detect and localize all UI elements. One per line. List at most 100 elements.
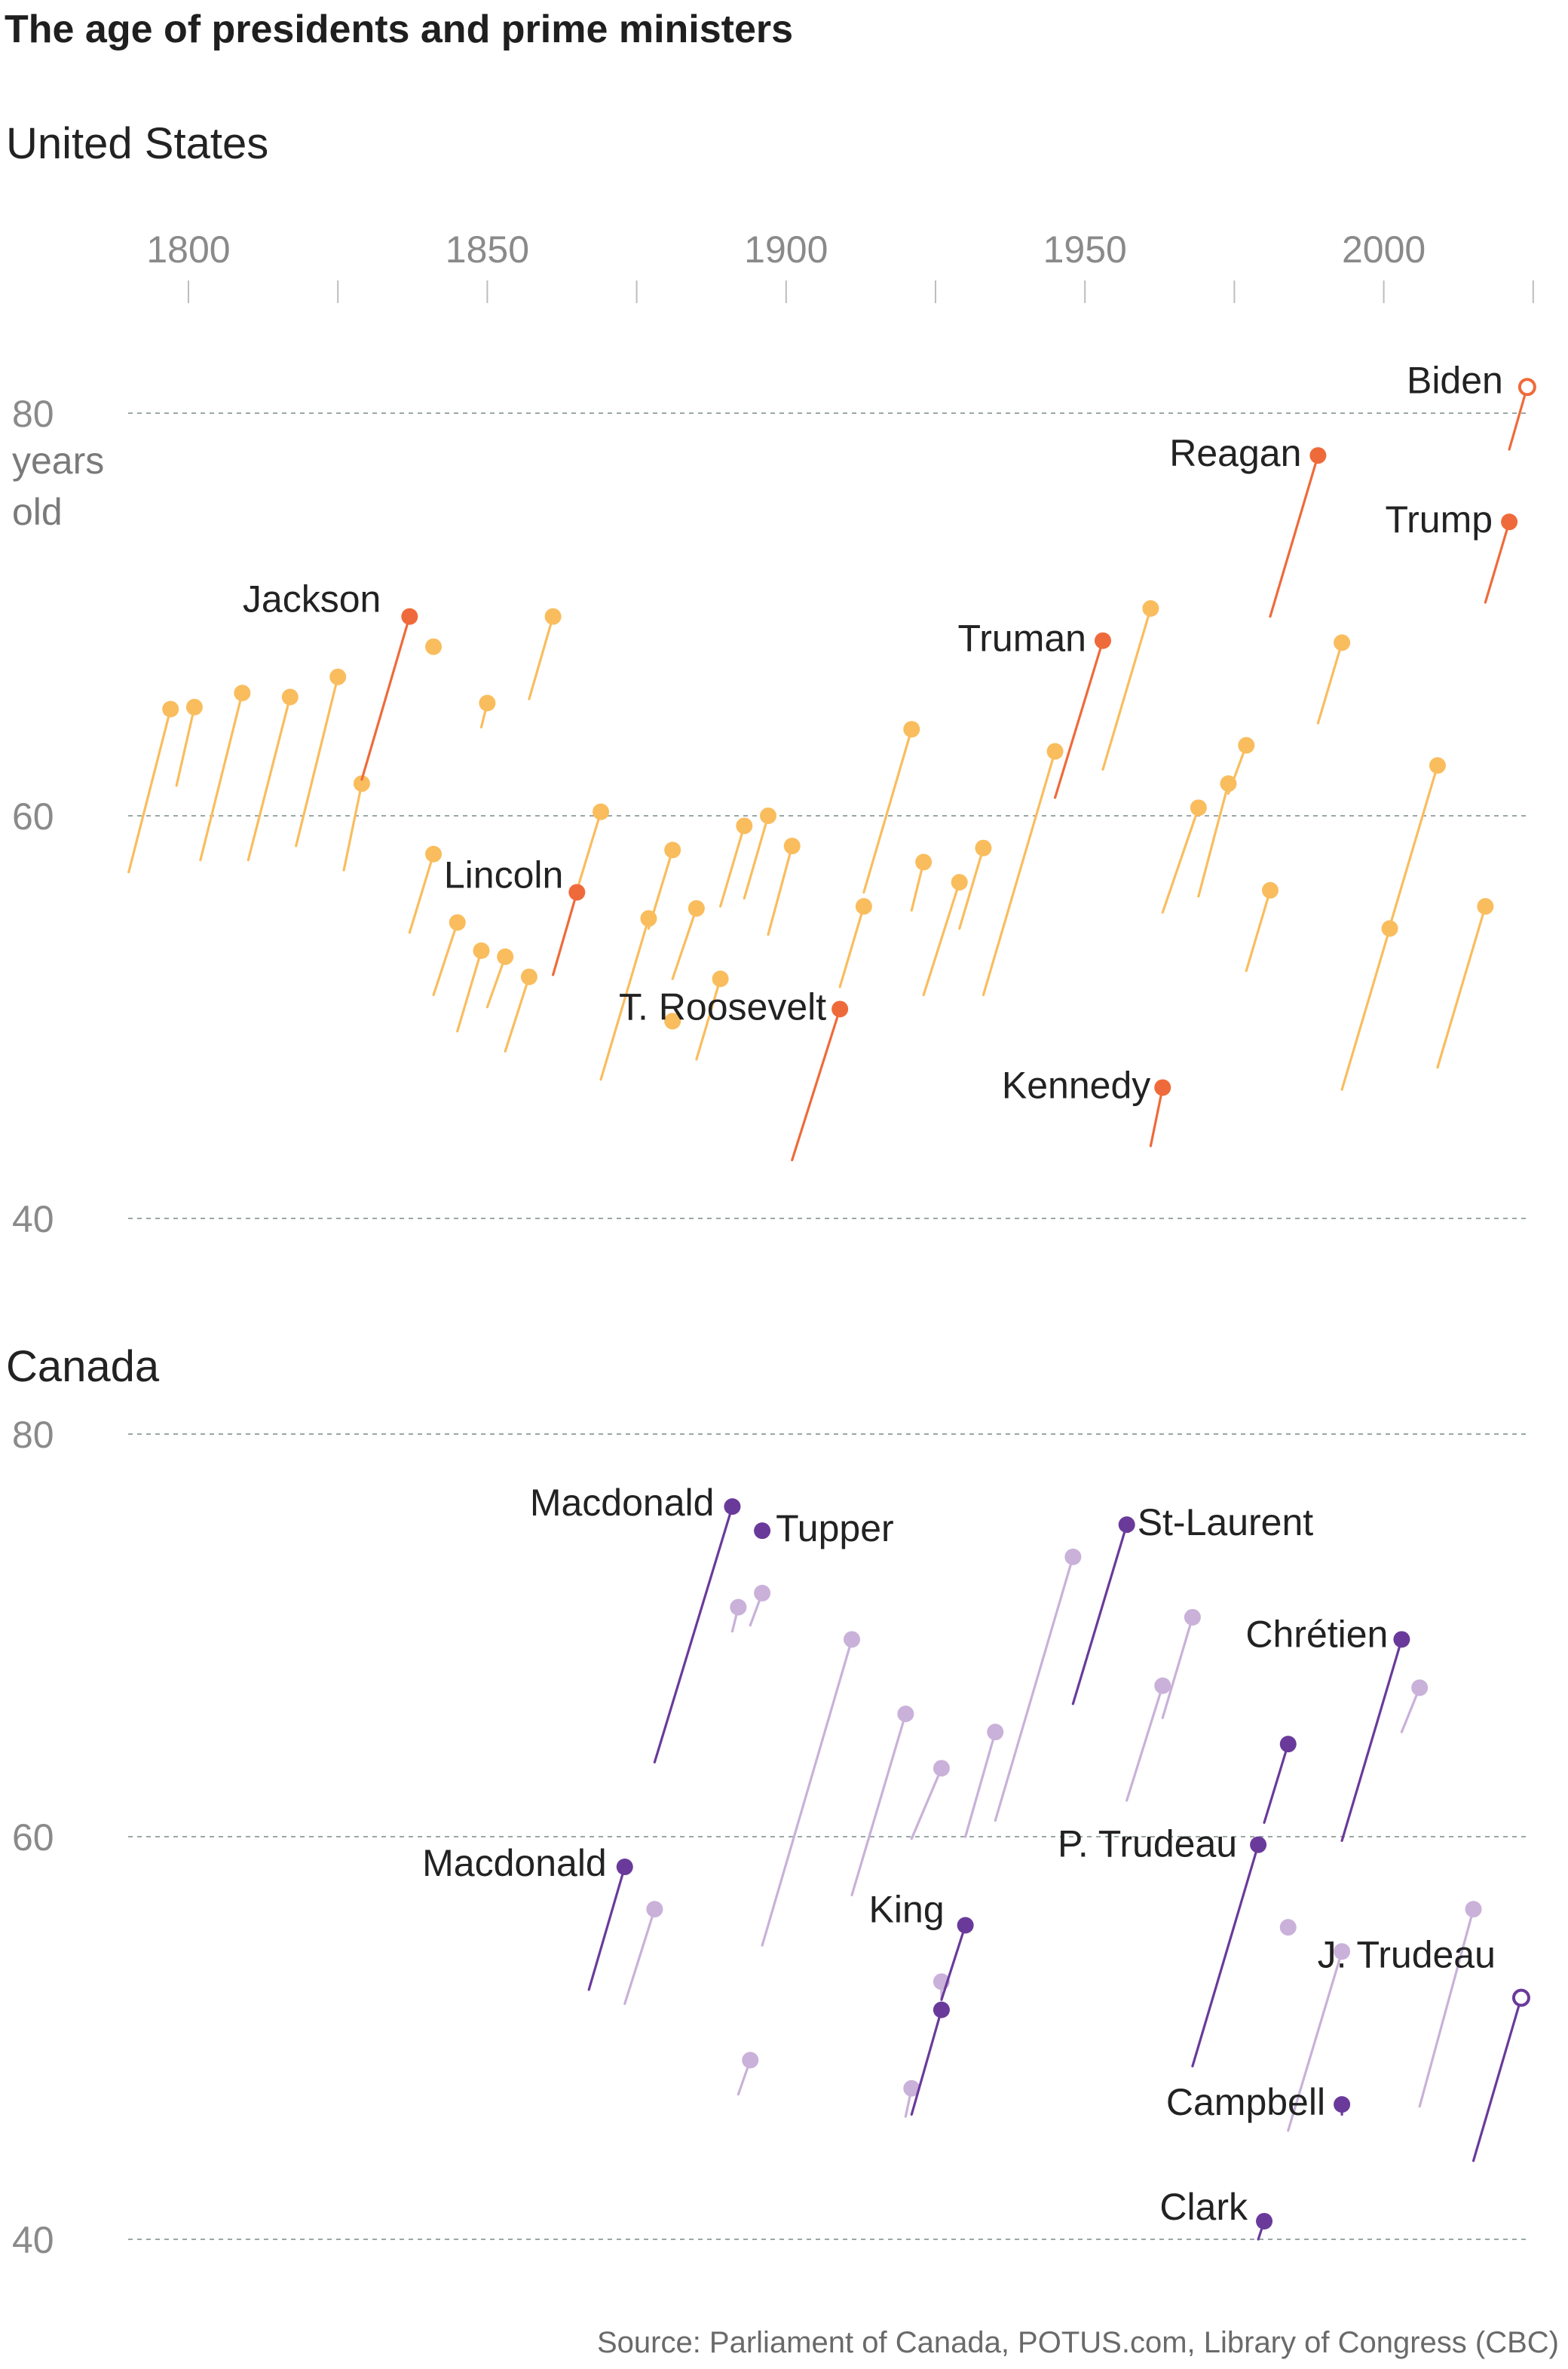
ca-end-dot-20 (1256, 2212, 1273, 2230)
us-end-dot-27 (903, 721, 920, 738)
canada-panel-title: Canada (6, 1342, 160, 1391)
us-name-label-15: Lincoln (444, 854, 563, 896)
us-tenure-line-18 (647, 848, 674, 930)
ca-name-label-16: St-Laurent (1138, 1501, 1314, 1543)
us-tenure-line-41 (1340, 927, 1392, 1091)
us-tenure-line-33 (1101, 607, 1153, 771)
us-tenure-line-39 (1269, 454, 1319, 618)
us-panel-title: United States (6, 119, 268, 168)
us-tenure-line-20 (671, 907, 698, 980)
us-name-label-45: Biden (1407, 359, 1503, 401)
us-x-axis: 1800 1850 1900 1950 2000 (146, 228, 1534, 303)
ca-y-tick-label-80: 80 (12, 1414, 54, 1456)
us-end-dot-33 (1142, 599, 1159, 617)
us-tenure-line-36 (1197, 782, 1230, 898)
us-x-tick-label-1900: 1900 (744, 228, 828, 271)
ca-name-label-19: P. Trudeau (1058, 1823, 1237, 1865)
us-y-unit-old: old (12, 491, 63, 533)
us-end-dot-4 (329, 668, 347, 685)
us-end-dot-16 (593, 803, 610, 820)
ca-end-dot-16 (1118, 1516, 1135, 1534)
us-end-dot-31 (1046, 743, 1064, 760)
us-end-dot-18 (664, 841, 681, 859)
us-tenure-line-2 (199, 691, 243, 862)
us-end-dot-32 (1094, 632, 1111, 649)
us-end-dot-10 (473, 942, 490, 959)
us-name-label-6: Jackson (243, 578, 381, 621)
ca-end-dot-1 (646, 1901, 663, 1918)
us-tenure-line-16 (575, 811, 602, 892)
us-tenure-line-10 (456, 949, 483, 1033)
us-end-dot-8 (425, 638, 443, 655)
us-tenure-line-34 (1149, 1086, 1164, 1148)
us-tenure-line-29 (922, 881, 961, 997)
ca-end-dot-19 (1250, 1836, 1267, 1853)
ca-end-dot-17 (1154, 1677, 1171, 1694)
ca-end-dot-11 (933, 2001, 950, 2018)
us-x-tick-label-1850: 1850 (446, 228, 529, 271)
ca-end-dot-10 (933, 1760, 950, 1777)
us-tenure-line-9 (432, 921, 459, 997)
ca-y-tick-label-60: 60 (12, 1816, 54, 1859)
us-tenure-line-17 (599, 917, 651, 1081)
ca-end-dot-2 (724, 1498, 741, 1515)
canada-tenure-marks (587, 1498, 1530, 2241)
us-end-dot-15 (568, 884, 586, 901)
us-end-dot-20 (688, 899, 705, 917)
us-end-dot-2 (234, 685, 251, 702)
ca-name-label-6: Tupper (776, 1507, 894, 1549)
us-end-dot-9 (449, 914, 466, 931)
us-end-dot-44 (1501, 513, 1518, 531)
ca-tenure-line-17 (1125, 1684, 1164, 1802)
us-end-dot-28 (915, 854, 933, 871)
ca-end-dot-27 (1465, 1901, 1482, 1918)
us-tenure-line-22 (718, 824, 746, 908)
us-end-dot-12 (497, 948, 514, 965)
ca-end-dot-24 (1334, 2096, 1351, 2113)
us-x-tick-label-1800: 1800 (146, 228, 230, 271)
us-end-dot-23 (760, 808, 777, 824)
ca-tenure-line-11 (910, 2009, 943, 2116)
ca-name-label-13: King (869, 1888, 945, 1930)
us-end-dot-22 (736, 817, 753, 835)
us-name-label-39: Reagan (1169, 432, 1301, 474)
us-tenure-line-4 (295, 676, 339, 847)
us-end-dot-1 (185, 698, 203, 716)
us-tenure-line-24 (767, 844, 794, 936)
ca-y-tick-label-40: 40 (12, 2219, 54, 2261)
canada-name-labels: Macdonald Macdonald Tupper King St-Laurent P.… (422, 1482, 1496, 2228)
ca-tenure-line-21 (1263, 1742, 1290, 1824)
us-tenure-line-7 (408, 853, 435, 934)
ca-end-dot-15 (1064, 1548, 1082, 1565)
us-tenure-line-26 (838, 905, 865, 988)
us-end-dot-26 (855, 898, 872, 915)
ca-tenure-line-10 (910, 1767, 943, 1840)
us-tenure-line-6 (360, 615, 411, 781)
us-name-label-34: Kennedy (1002, 1064, 1150, 1106)
us-end-dot-3 (281, 688, 299, 706)
ca-tenure-line-2 (653, 1505, 734, 1764)
us-name-labels: Jackson Lincoln T. Roosevelt Truman Kennedy R… (243, 359, 1503, 1106)
ca-tenure-line-0 (587, 1865, 626, 1991)
us-end-dot-40 (1334, 634, 1351, 651)
chart-title: The age of presidents and prime minister… (5, 8, 793, 51)
ca-end-dot-21 (1279, 1736, 1297, 1753)
ca-tenure-line-14 (964, 1730, 997, 1838)
ca-tenure-line-15 (994, 1555, 1074, 1822)
us-tenure-line-35 (1161, 806, 1200, 914)
us-tenure-line-38 (1245, 889, 1272, 973)
us-y-tick-label-60: 60 (12, 795, 54, 838)
us-y-tick-label-40: 40 (12, 1198, 54, 1240)
us-y-tick-label-80: 80 (12, 393, 54, 435)
canada-panel: Canada 40 60 80 Macdonald Macdonald Tupper Ki… (6, 1342, 1530, 2261)
ca-tenure-line-27 (1418, 1908, 1475, 2108)
ca-end-dot-5 (754, 1584, 771, 1601)
us-end-dot-6 (401, 608, 418, 625)
us-tenure-line-15 (552, 890, 578, 976)
us-tenure-line-25 (791, 1007, 841, 1162)
us-x-tick-label-1950: 1950 (1043, 228, 1127, 271)
ca-name-label-2: Macdonald (530, 1482, 715, 1524)
ca-name-label-25: Chrétien (1245, 1613, 1388, 1655)
us-tenure-line-27 (862, 728, 913, 894)
